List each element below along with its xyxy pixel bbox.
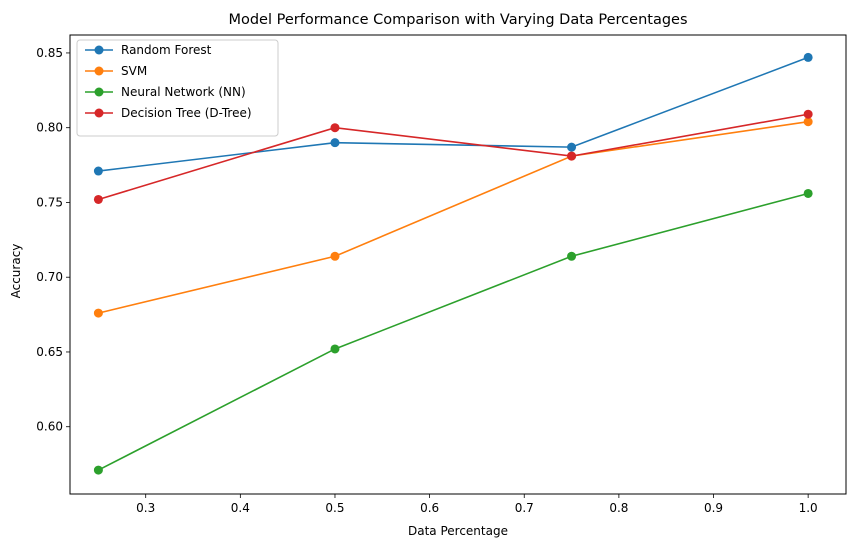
- data-point: [330, 123, 340, 133]
- legend-marker: [94, 45, 104, 55]
- series-0: [93, 52, 813, 176]
- y-tick-label: 0.60: [36, 420, 63, 434]
- x-axis-ticks: 0.3 0.4 0.5 0.6 0.7 0.8 0.9 1.0: [136, 494, 818, 515]
- series-line: [98, 113, 809, 201]
- data-point: [803, 117, 813, 127]
- data-point: [93, 465, 103, 475]
- legend-label: Decision Tree (D-Tree): [121, 106, 252, 120]
- legend-item: SVM: [85, 64, 147, 78]
- chart-title: Model Performance Comparison with Varyin…: [228, 12, 687, 28]
- legend-item: Decision Tree (D-Tree): [85, 106, 252, 120]
- data-point: [93, 166, 103, 176]
- legend-label: SVM: [121, 64, 147, 78]
- x-tick-label: 0.3: [136, 501, 155, 515]
- series-line: [98, 192, 809, 471]
- data-point: [330, 251, 340, 261]
- y-tick-label: 0.85: [36, 46, 63, 60]
- data-point: [330, 344, 340, 354]
- data-point: [803, 188, 813, 198]
- legend-label: Neural Network (NN): [121, 85, 246, 99]
- data-point: [567, 251, 577, 261]
- legend-marker: [94, 66, 104, 76]
- legend-label: Random Forest: [121, 43, 212, 57]
- legend-item: Random Forest: [85, 43, 212, 57]
- series-line: [98, 120, 809, 314]
- series-layer: [93, 52, 813, 475]
- data-point: [567, 151, 577, 161]
- data-point: [803, 109, 813, 119]
- y-axis-label: Accuracy: [9, 244, 23, 299]
- x-tick-label: 0.8: [609, 501, 628, 515]
- legend-marker: [94, 87, 104, 97]
- y-tick-label: 0.70: [36, 270, 63, 284]
- x-tick-label: 0.5: [325, 501, 344, 515]
- x-tick-label: 0.7: [515, 501, 534, 515]
- legend-item: Neural Network (NN): [85, 85, 246, 99]
- series-2: [93, 188, 813, 475]
- legend-marker: [94, 108, 104, 118]
- y-tick-label: 0.80: [36, 121, 63, 135]
- data-point: [803, 52, 813, 62]
- x-tick-label: 0.6: [420, 501, 439, 515]
- legend: Random Forest SVM Neural Network (NN) Decis…: [76, 39, 279, 137]
- x-tick-label: 0.4: [231, 501, 250, 515]
- data-point: [567, 142, 577, 152]
- y-tick-label: 0.65: [36, 345, 63, 359]
- y-axis-ticks: 0.60 0.65 0.70 0.75 0.80 0.85: [36, 46, 70, 434]
- series-3: [93, 109, 813, 204]
- series-line: [98, 56, 809, 172]
- y-tick-label: 0.75: [36, 195, 63, 209]
- x-axis-label: Data Percentage: [408, 524, 508, 538]
- data-point: [330, 138, 340, 148]
- data-point: [93, 194, 103, 204]
- x-tick-label: 0.9: [704, 501, 723, 515]
- data-point: [93, 308, 103, 318]
- legend-box: [76, 39, 279, 137]
- x-tick-label: 1.0: [799, 501, 818, 515]
